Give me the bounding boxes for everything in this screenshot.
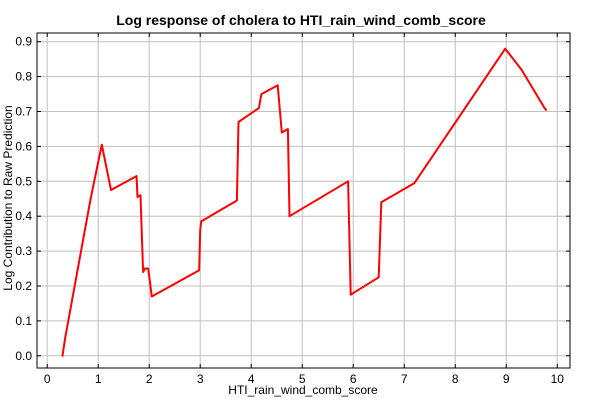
chart-title: Log response of cholera to HTI_rain_wind…	[116, 12, 486, 28]
y-tick-label: 0.8	[15, 70, 32, 84]
x-tick-label: 1	[95, 372, 102, 386]
y-tick-label: 0.1	[15, 314, 32, 328]
series-layer	[61, 47, 547, 357]
y-tick-label: 0.2	[15, 279, 32, 293]
y-tick-label: 0.9	[15, 35, 32, 49]
x-axis-label: HTI_rain_wind_comb_score	[228, 383, 378, 397]
x-tick-label: 4	[248, 372, 255, 386]
series-line	[61, 47, 547, 357]
x-tick-label: 10	[551, 372, 565, 386]
x-tick-label: 0	[44, 372, 51, 386]
x-tick-label: 9	[503, 372, 510, 386]
grid-lines	[37, 33, 570, 368]
y-tick-label: 0.4	[15, 209, 32, 223]
y-tick-label: 0.7	[15, 105, 32, 119]
y-tick-label: 0.0	[15, 349, 32, 363]
x-tick-label: 3	[197, 372, 204, 386]
plot-frame	[36, 32, 571, 369]
x-tick-label: 2	[146, 372, 153, 386]
y-tick-label: 0.3	[15, 244, 32, 258]
x-tick-label: 8	[452, 372, 459, 386]
x-tick-label: 6	[350, 372, 357, 386]
y-axis-ticks: 0.0 0.1 0.2 0.3 0.4 0.5 0.6 0.7 0.8 0.9	[15, 35, 570, 363]
y-tick-label: 0.5	[15, 174, 32, 188]
x-tick-label: 7	[401, 372, 408, 386]
x-axis-ticks: 0 1 2 3 4 5 6 7 8 9 10	[44, 33, 564, 386]
y-tick-label: 0.6	[15, 139, 32, 153]
x-tick-label: 5	[299, 372, 306, 386]
y-axis-label: Log Contribution to Raw Prediction	[1, 105, 15, 290]
